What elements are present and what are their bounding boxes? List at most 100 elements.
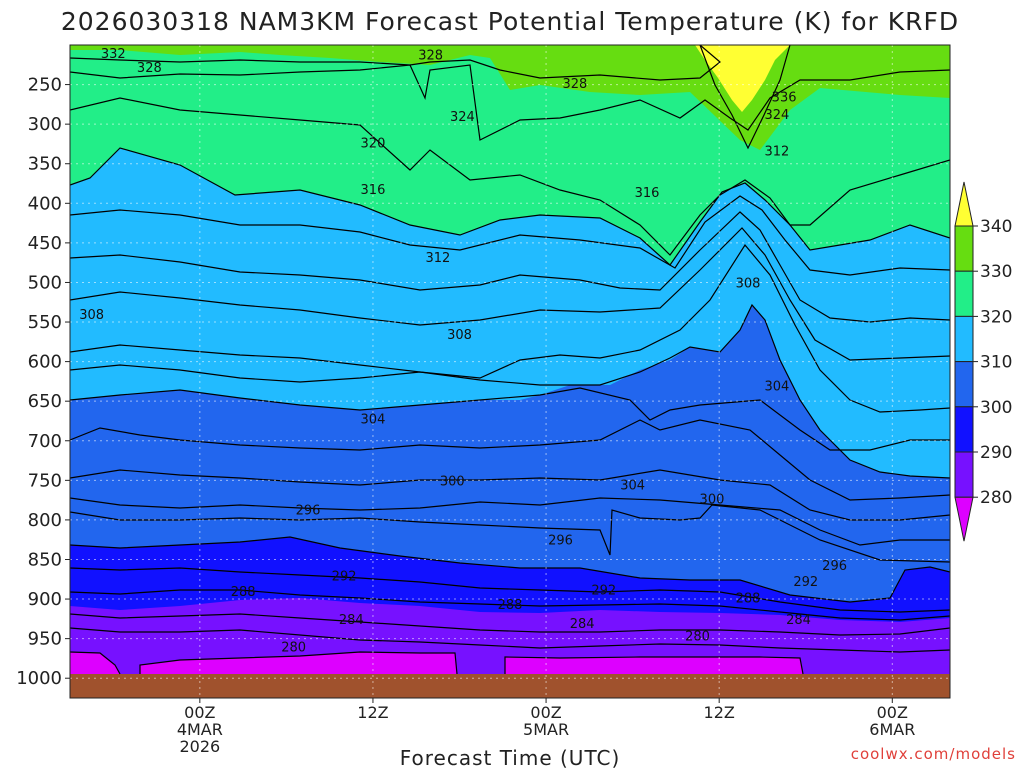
colorbar-label: 280: [980, 488, 1012, 508]
colorbar-box: [954, 451, 974, 498]
contour-label: 296: [822, 559, 847, 574]
contour-label: 308: [79, 308, 104, 323]
y-tick-label: 750: [28, 470, 62, 491]
band-below-280-right: [505, 657, 803, 674]
y-tick-label: 250: [28, 75, 62, 96]
contour-label: 312: [764, 144, 789, 159]
contour-316b: [70, 227, 950, 361]
y-tick-label: 950: [28, 629, 62, 650]
contour-lines: [70, 45, 950, 675]
colorbar-box: [954, 225, 974, 272]
y-tick-label: 300: [28, 114, 62, 135]
contour-label: 304: [764, 379, 789, 394]
contour-label: 304: [361, 413, 386, 428]
contour-label: 288: [498, 598, 523, 613]
contour-label: 292: [793, 575, 818, 590]
contour-304a: [70, 469, 950, 521]
contour-280c: [504, 656, 804, 675]
x-tick-label: 00Z: [530, 703, 561, 722]
x-tick-label: 12Z: [704, 703, 735, 722]
colorbar-label: 330: [980, 262, 1012, 282]
x-tick-label: 00Z: [877, 703, 908, 722]
colorbar-top-triangle: [954, 181, 974, 227]
contour-label: 336: [772, 90, 797, 105]
contour-308a: [70, 387, 950, 451]
colorbar-label: 290: [980, 443, 1012, 463]
x-axis-label: Forecast Time (UTC): [400, 746, 621, 768]
contour-312b: [70, 303, 950, 479]
colorbar-bottom-triangle: [954, 496, 974, 542]
x-tick-label: 4MAR: [177, 720, 223, 739]
contour-320b: [70, 195, 950, 276]
colorbar-box: [954, 361, 974, 408]
x-tick-label: 2026: [179, 737, 220, 756]
y-tick-label: 850: [28, 549, 62, 570]
contour-280b: [139, 651, 458, 675]
colorbar-labels: 340 330 320 310 300 290 280: [973, 217, 1012, 508]
colorbar: 340 330 320 310 300 290 280: [954, 181, 1012, 542]
colorbar-box: [954, 270, 974, 317]
contour-label: 300: [440, 474, 465, 489]
colorbar-label: 300: [980, 398, 1012, 418]
y-tick-label: 550: [28, 312, 62, 333]
contour-312a: [70, 243, 950, 413]
contour-324: [70, 97, 950, 256]
y-tick-label: 350: [28, 154, 62, 175]
band-below-280-left: [70, 652, 120, 674]
contour-292: [70, 589, 950, 621]
contour-label: 292: [591, 584, 616, 599]
contour-label-layer: 332 328 328 328 336 324 324 320 312 316 316 312 308 3…: [79, 47, 847, 656]
colorbar-box: [954, 406, 974, 453]
colorbar-label: 310: [980, 353, 1012, 373]
colorbar-label: 320: [980, 307, 1012, 327]
contour-label: 308: [447, 328, 472, 343]
contour-label: 308: [736, 276, 761, 291]
y-tick-label: 450: [28, 233, 62, 254]
x-tick-label: 5MAR: [523, 720, 569, 739]
contour-label: 332: [101, 47, 126, 62]
colorbar-boxes: [954, 181, 974, 542]
y-tick-label: 1000: [16, 668, 62, 689]
contour-label: 328: [418, 48, 443, 63]
contour-label: 288: [736, 591, 761, 606]
y-tick-label: 700: [28, 431, 62, 452]
chart-title: 2026030318 NAM3KM Forecast Potential Tem…: [61, 7, 959, 36]
y-tick-label: 650: [28, 391, 62, 412]
contour-label: 312: [425, 251, 450, 266]
contour-label: 292: [332, 569, 357, 584]
contour-304b: [70, 497, 950, 546]
x-tick-label: 6MAR: [869, 720, 915, 739]
contour-304c: [70, 504, 950, 563]
ground-layer: [70, 674, 950, 698]
colorbar-box: [954, 315, 974, 363]
y-tick-label: 800: [28, 510, 62, 531]
credit-link[interactable]: coolwx.com/models: [851, 745, 1016, 763]
contour-label: 328: [137, 61, 162, 76]
filled-contours: [70, 45, 950, 698]
contour-336: [699, 45, 791, 150]
contour-label: 324: [764, 108, 789, 123]
contour-label: 320: [361, 136, 386, 151]
x-tick-label: 00Z: [184, 703, 215, 722]
contour-332: [70, 45, 721, 81]
contour-300a: [70, 536, 950, 603]
band-340-plus: [695, 45, 790, 112]
contour-316: [70, 211, 950, 323]
contour-label: 324: [450, 110, 475, 125]
colorbar-label: 340: [980, 217, 1012, 237]
contour-328: [70, 64, 950, 141]
band-below-280-mid: [140, 652, 457, 674]
y-tick-label: 600: [28, 352, 62, 373]
contour-288: [70, 613, 950, 636]
contour-label: 280: [685, 629, 710, 644]
y-axis-ticks: 250 300 350 400 450 500 550 600 650 700 750 800 850 9…: [16, 75, 70, 689]
contour-label: 316: [361, 183, 386, 198]
contour-284: [70, 627, 950, 653]
contour-label: 288: [231, 585, 256, 600]
contour-label: 304: [620, 478, 645, 493]
contour-280a: [70, 651, 121, 675]
y-tick-label: 900: [28, 589, 62, 610]
contour-label: 316: [635, 186, 660, 201]
contour-label: 280: [281, 641, 306, 656]
